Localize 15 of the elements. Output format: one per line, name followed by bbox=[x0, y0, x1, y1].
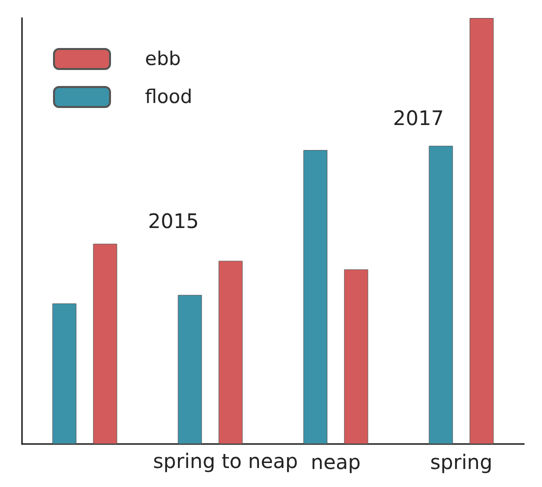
annotation: 2015 bbox=[148, 209, 199, 233]
legend-label: flood bbox=[145, 86, 192, 108]
x-tick-label: spring bbox=[430, 450, 492, 474]
bar bbox=[218, 260, 243, 444]
bar bbox=[178, 294, 202, 444]
bar bbox=[52, 303, 76, 444]
bar bbox=[428, 146, 453, 444]
annotation: 2017 bbox=[392, 106, 444, 130]
legend-label: ebb bbox=[145, 48, 181, 70]
x-tick-label: neap bbox=[310, 450, 361, 474]
bar bbox=[93, 244, 118, 444]
bar bbox=[344, 269, 368, 444]
bar bbox=[303, 150, 328, 444]
text: spring to neap bbox=[152, 449, 298, 473]
bar bbox=[470, 18, 494, 444]
